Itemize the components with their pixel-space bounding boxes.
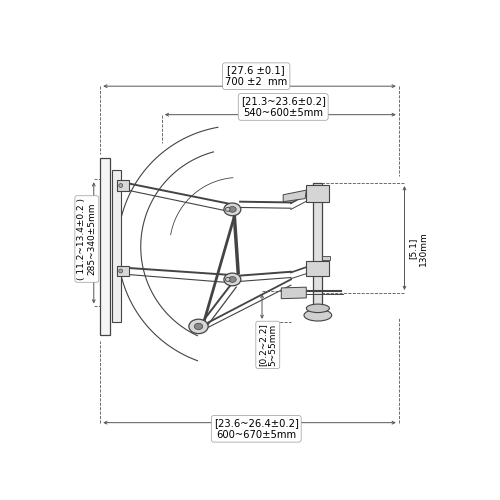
Bar [117,180,129,191]
Polygon shape [282,287,306,298]
Text: [27.6 ±0.1]
700 ±2  mm: [27.6 ±0.1] 700 ±2 mm [225,66,288,87]
Bar [117,266,129,276]
Ellipse shape [119,269,122,273]
Ellipse shape [224,203,241,215]
Text: [23.6~26.4±0.2]
600~670±5mm: [23.6~26.4±0.2] 600~670±5mm [214,418,298,440]
Ellipse shape [306,304,330,312]
Bar [306,261,330,276]
Ellipse shape [228,276,236,282]
Ellipse shape [194,323,202,330]
Text: [5.1]
130mm: [5.1] 130mm [408,232,428,266]
Ellipse shape [226,278,230,281]
Ellipse shape [189,319,208,334]
Ellipse shape [226,208,230,212]
Bar [112,170,121,322]
Bar [322,256,330,260]
Polygon shape [283,190,306,202]
Text: ( 11.2~13.4±0.2 )
285~340±5mm: ( 11.2~13.4±0.2 ) 285~340±5mm [77,198,96,280]
Ellipse shape [304,310,332,321]
Bar [100,158,110,336]
Bar [306,185,330,202]
Bar [313,183,322,314]
Ellipse shape [119,184,122,188]
Text: [0.2~2.2]
5~55mm: [0.2~2.2] 5~55mm [258,324,278,366]
Ellipse shape [228,206,236,212]
Ellipse shape [224,273,241,286]
Text: [21.3~23.6±0.2]
540~600±5mm: [21.3~23.6±0.2] 540~600±5mm [241,96,326,118]
